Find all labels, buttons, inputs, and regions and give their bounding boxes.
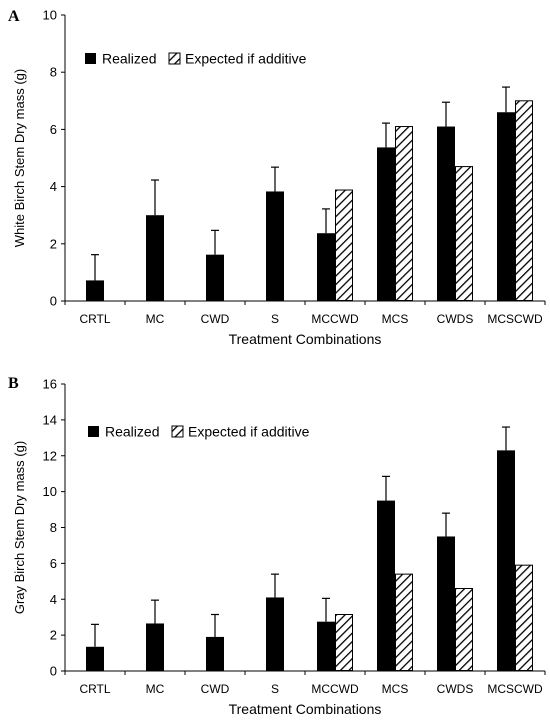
bar-expected bbox=[335, 613, 353, 671]
legend-swatch-expected bbox=[168, 52, 181, 65]
y-tick-label: 4 bbox=[50, 592, 57, 607]
y-tick-label: 4 bbox=[50, 179, 57, 194]
bar-realized bbox=[86, 646, 104, 671]
legend-label-realized: Realized bbox=[102, 51, 156, 67]
panel-label-a: A bbox=[8, 8, 20, 25]
bar-realized bbox=[266, 191, 284, 301]
y-tick-label: 10 bbox=[43, 8, 57, 23]
legend-swatch-expected bbox=[171, 425, 184, 438]
x-tick-label: S bbox=[271, 312, 279, 326]
x-axis-title: Treatment Combinations bbox=[229, 331, 382, 347]
bar-realized bbox=[146, 623, 164, 671]
y-tick-label: 0 bbox=[50, 294, 57, 309]
x-tick-label: CWDS bbox=[437, 682, 474, 696]
x-tick-label: MC bbox=[146, 312, 165, 326]
legend-swatch-realized bbox=[88, 426, 99, 437]
bar-expected bbox=[395, 573, 413, 671]
y-tick-label: 8 bbox=[50, 65, 57, 80]
x-axis-title: Treatment Combinations bbox=[229, 701, 382, 717]
x-tick-label: CWDS bbox=[437, 312, 474, 326]
bar-realized bbox=[437, 126, 455, 301]
y-tick-label: 2 bbox=[50, 236, 57, 251]
bar-realized bbox=[86, 280, 104, 301]
bar-realized bbox=[437, 536, 455, 671]
x-tick-label: CRTL bbox=[79, 312, 110, 326]
bar-realized bbox=[317, 233, 335, 301]
bar-realized bbox=[317, 621, 335, 671]
bar-expected bbox=[335, 189, 353, 301]
bar-realized bbox=[377, 147, 395, 301]
bar-realized bbox=[206, 636, 224, 671]
bar-realized bbox=[266, 597, 284, 671]
y-tick-label: 16 bbox=[43, 377, 57, 392]
legend-label-expected: Expected if additive bbox=[188, 424, 310, 440]
legend-label-expected: Expected if additive bbox=[185, 51, 307, 67]
bar-expected bbox=[515, 564, 533, 671]
x-tick-label: S bbox=[271, 682, 279, 696]
x-tick-label: MCSCWD bbox=[487, 682, 543, 696]
y-tick-label: 0 bbox=[50, 664, 57, 679]
bar-realized bbox=[206, 254, 224, 301]
bar-expected bbox=[395, 126, 413, 302]
y-axis-title: White Birch Stem Dry mass (g) bbox=[12, 69, 27, 247]
bar-realized bbox=[377, 500, 395, 671]
y-axis-title: Gray Birch Stem Dry mass (g) bbox=[12, 441, 27, 614]
y-tick-label: 2 bbox=[50, 628, 57, 643]
y-tick-label: 6 bbox=[50, 122, 57, 137]
x-tick-label: CWD bbox=[201, 682, 230, 696]
legend-swatch-realized bbox=[85, 53, 96, 64]
x-tick-label: MC bbox=[146, 682, 165, 696]
chart-panel-a: A 0 2 4 6 8 10 CRTL MC CWD S MCCWD MCS CWDS MCSCWD Whi… bbox=[0, 0, 550, 360]
bar-realized bbox=[146, 215, 164, 301]
x-tick-label: CWD bbox=[201, 312, 230, 326]
x-tick-label: MCCWD bbox=[311, 682, 359, 696]
y-tick-label: 14 bbox=[43, 412, 57, 427]
y-tick-label: 8 bbox=[50, 520, 57, 535]
bar-realized bbox=[497, 112, 515, 302]
x-tick-label: MCSCWD bbox=[487, 312, 543, 326]
bar-expected bbox=[455, 166, 473, 301]
y-tick-label: 12 bbox=[43, 448, 57, 463]
x-tick-label: MCS bbox=[382, 682, 409, 696]
panel-label-b: B bbox=[8, 375, 19, 392]
bar-expected bbox=[455, 587, 473, 671]
bar-expected bbox=[515, 100, 533, 301]
y-tick-label: 6 bbox=[50, 556, 57, 571]
chart-panel-b: B 0 2 4 6 8 10 12 14 16 CRTL MC CWD S MCCWD MCS CWDS MCS… bbox=[0, 365, 550, 725]
x-tick-label: MCCWD bbox=[311, 312, 359, 326]
x-tick-label: CRTL bbox=[79, 682, 110, 696]
bar-realized bbox=[497, 450, 515, 671]
y-tick-label: 10 bbox=[43, 484, 57, 499]
legend-label-realized: Realized bbox=[105, 424, 159, 440]
x-tick-label: MCS bbox=[382, 312, 409, 326]
